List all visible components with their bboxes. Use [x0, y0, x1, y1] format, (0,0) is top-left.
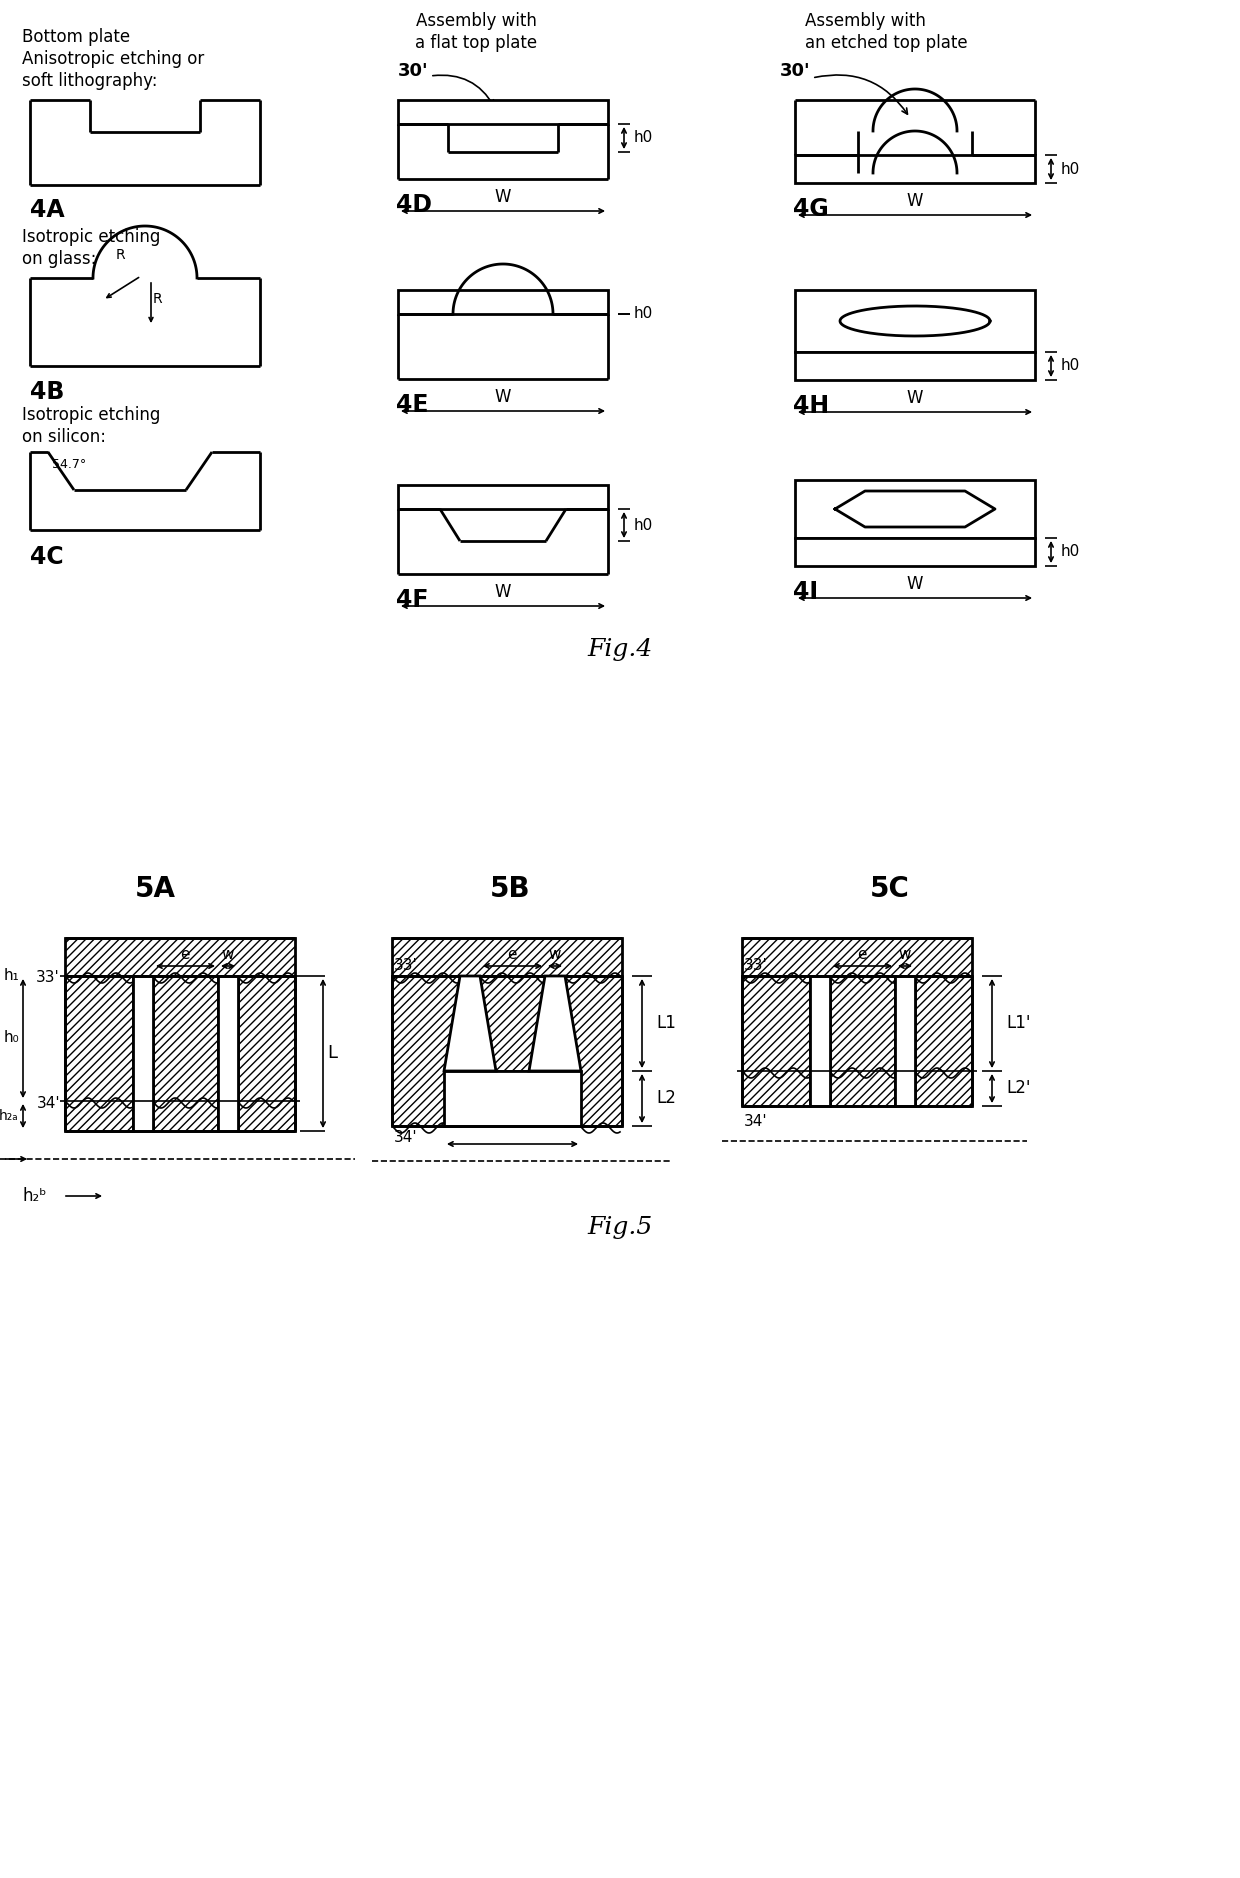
Text: on silicon:: on silicon:: [22, 428, 105, 445]
Bar: [64, 977, 133, 1131]
FancyArrowPatch shape: [815, 75, 908, 115]
Text: h0: h0: [1061, 359, 1080, 374]
Bar: [64, 937, 295, 977]
Bar: [398, 485, 608, 509]
Text: on glass:: on glass:: [22, 250, 97, 269]
Bar: [565, 977, 622, 1127]
Text: Fig.4: Fig.4: [588, 639, 652, 661]
Text: L: L: [327, 1044, 337, 1061]
Bar: [895, 977, 915, 1106]
Text: W: W: [906, 192, 924, 210]
Text: w: w: [899, 947, 911, 962]
Bar: [218, 977, 238, 1131]
Text: Isotropic etching: Isotropic etching: [22, 227, 160, 246]
Text: L1: L1: [656, 1014, 676, 1033]
Polygon shape: [529, 977, 582, 1070]
Text: Assembly with: Assembly with: [805, 11, 926, 30]
Text: h0: h0: [1061, 545, 1080, 560]
Text: W: W: [495, 389, 511, 406]
Text: Assembly with: Assembly with: [415, 11, 537, 30]
Bar: [238, 977, 295, 1131]
Bar: [830, 977, 895, 1106]
Polygon shape: [444, 977, 496, 1070]
Bar: [795, 481, 1035, 537]
Text: 5B: 5B: [490, 875, 531, 903]
Text: R: R: [115, 248, 125, 263]
Bar: [795, 289, 1035, 351]
Text: 33': 33': [744, 958, 768, 973]
Bar: [398, 289, 608, 314]
Text: h₀: h₀: [4, 1031, 19, 1046]
Text: 34': 34': [36, 1095, 60, 1110]
Text: soft lithography:: soft lithography:: [22, 71, 157, 90]
Bar: [795, 156, 1035, 182]
Text: Isotropic etching: Isotropic etching: [22, 406, 160, 424]
Bar: [398, 100, 608, 124]
Text: L2: L2: [656, 1089, 676, 1106]
Text: h₁: h₁: [4, 969, 19, 984]
Bar: [392, 937, 622, 977]
Text: 4H: 4H: [794, 394, 830, 419]
Bar: [742, 977, 810, 1106]
Text: 4G: 4G: [794, 197, 828, 222]
Text: h₂ᵇ: h₂ᵇ: [22, 1187, 46, 1206]
Text: R: R: [153, 291, 162, 306]
Text: 34': 34': [394, 1131, 418, 1146]
Text: w: w: [222, 947, 234, 962]
Text: 34': 34': [744, 1114, 768, 1129]
Text: h0: h0: [1061, 162, 1080, 177]
FancyArrowPatch shape: [433, 75, 494, 105]
Text: e: e: [180, 947, 190, 962]
Text: 4I: 4I: [794, 580, 818, 605]
Bar: [795, 537, 1035, 565]
Text: 4F: 4F: [396, 588, 429, 612]
Text: 5A: 5A: [134, 875, 176, 903]
Bar: [153, 977, 218, 1131]
Text: e: e: [857, 947, 867, 962]
Bar: [795, 351, 1035, 379]
Text: W: W: [495, 188, 511, 207]
Text: W: W: [906, 389, 924, 408]
Text: 4C: 4C: [30, 545, 63, 569]
Text: W: W: [495, 582, 511, 601]
Text: 4D: 4D: [396, 193, 432, 218]
Bar: [915, 977, 972, 1106]
Text: 33': 33': [394, 958, 418, 973]
Text: 30': 30': [398, 62, 429, 81]
Text: 4A: 4A: [30, 197, 64, 222]
Bar: [742, 937, 972, 977]
Text: L1': L1': [1006, 1014, 1030, 1033]
Text: Fig.5: Fig.5: [588, 1215, 652, 1239]
Text: 54.7°: 54.7°: [52, 458, 87, 471]
Bar: [480, 977, 546, 1070]
Text: 33': 33': [36, 971, 60, 986]
Text: an etched top plate: an etched top plate: [805, 34, 967, 53]
Bar: [392, 977, 460, 1127]
Text: W: W: [906, 575, 924, 593]
Text: 5C: 5C: [870, 875, 910, 903]
Text: h0: h0: [634, 130, 653, 145]
Text: h0: h0: [634, 306, 653, 321]
Text: w: w: [549, 947, 562, 962]
Text: 4B: 4B: [30, 379, 64, 404]
Text: Bottom plate: Bottom plate: [22, 28, 130, 45]
Text: e: e: [507, 947, 517, 962]
Text: L2': L2': [1006, 1080, 1030, 1097]
Text: h0: h0: [634, 518, 653, 533]
Text: 30': 30': [780, 62, 811, 81]
Text: Anisotropic etching or: Anisotropic etching or: [22, 51, 205, 68]
Text: h₂ₐ: h₂ₐ: [0, 1110, 19, 1123]
Bar: [444, 1070, 582, 1127]
Text: 4E: 4E: [396, 393, 429, 417]
Bar: [133, 977, 153, 1131]
Text: a flat top plate: a flat top plate: [415, 34, 537, 53]
Bar: [810, 977, 830, 1106]
